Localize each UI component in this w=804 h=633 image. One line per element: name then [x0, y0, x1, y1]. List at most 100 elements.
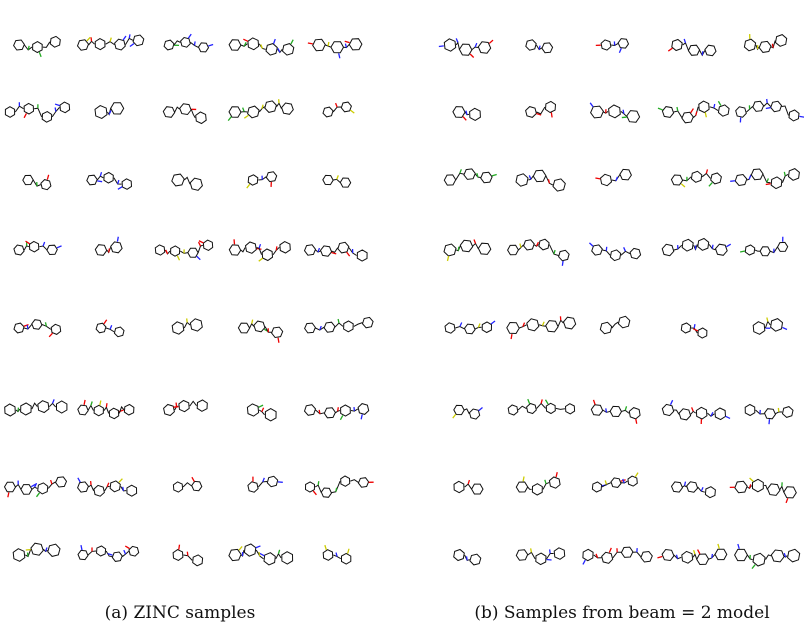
ring — [155, 245, 164, 255]
figure: (a) ZINC samples (b) Samples from beam =… — [0, 0, 804, 633]
bond — [43, 42, 50, 48]
bond — [612, 322, 618, 328]
substituent — [718, 101, 721, 105]
molecule — [744, 34, 786, 52]
ring — [641, 552, 652, 563]
bond — [556, 408, 565, 409]
bond — [88, 551, 96, 555]
ring — [662, 404, 673, 415]
ring — [771, 550, 784, 562]
ring — [246, 242, 257, 253]
atom-bond — [706, 169, 707, 173]
ring — [14, 40, 25, 50]
ring — [51, 324, 61, 334]
atom-bond — [539, 46, 540, 50]
ring — [323, 175, 333, 184]
substituent — [119, 479, 122, 483]
molecule — [590, 103, 639, 122]
ring — [554, 548, 565, 560]
atom-bond — [541, 399, 542, 403]
bond — [32, 487, 37, 489]
substituent — [97, 181, 102, 182]
ring — [539, 239, 549, 250]
ring — [566, 404, 575, 414]
substituent — [84, 400, 85, 405]
ring — [744, 39, 755, 51]
ring — [47, 245, 57, 254]
atom-bond — [243, 108, 245, 112]
atom-bond — [338, 407, 339, 411]
substituent — [492, 175, 497, 176]
bond — [766, 555, 772, 560]
ring — [751, 169, 763, 180]
bond — [518, 406, 526, 410]
ring — [122, 179, 131, 190]
atom-bond — [458, 247, 459, 251]
ring — [229, 549, 241, 560]
ring — [60, 102, 70, 113]
ring — [247, 404, 258, 416]
atom-bond — [625, 406, 626, 410]
bond — [332, 248, 338, 253]
ring — [56, 477, 67, 487]
molecule — [14, 320, 61, 337]
ring — [788, 549, 800, 562]
ring — [282, 552, 293, 564]
atom-bond — [109, 248, 110, 252]
molecule — [78, 34, 144, 50]
ring — [444, 39, 455, 51]
atom-bond — [336, 488, 337, 492]
ring — [32, 320, 42, 330]
ring — [172, 322, 184, 334]
substituent — [619, 48, 621, 53]
atom-bond — [100, 172, 101, 176]
substituent — [782, 327, 787, 329]
bond — [683, 43, 689, 50]
ring — [542, 43, 553, 53]
substituent — [551, 112, 552, 117]
bond — [276, 554, 281, 559]
ring — [630, 248, 641, 258]
ring — [264, 553, 275, 565]
ring — [181, 38, 191, 48]
atom-bond — [701, 487, 703, 491]
molecule — [600, 316, 630, 333]
ring — [265, 409, 276, 421]
bond — [473, 244, 479, 249]
ring — [94, 405, 103, 416]
ring — [21, 403, 32, 415]
substituent — [671, 400, 673, 405]
ring — [349, 39, 362, 50]
bond — [32, 403, 37, 409]
ring — [229, 107, 241, 117]
molecule — [595, 169, 631, 185]
atom-bond — [328, 42, 329, 46]
ring — [771, 319, 783, 332]
molecule — [672, 482, 716, 498]
molecule — [745, 405, 793, 425]
bond — [191, 109, 195, 118]
molecule — [163, 104, 206, 124]
ring — [38, 401, 49, 413]
molecule — [5, 477, 67, 497]
atom-bond — [276, 246, 277, 250]
ring — [324, 408, 335, 418]
ring — [272, 327, 283, 337]
bond — [537, 403, 546, 408]
ring — [536, 553, 546, 565]
molecule — [740, 237, 788, 256]
substituent — [479, 408, 483, 411]
ring — [789, 169, 800, 181]
atom-bond — [536, 242, 538, 246]
ring — [549, 477, 560, 488]
ring — [526, 40, 536, 50]
ring — [31, 543, 43, 555]
ring — [735, 175, 747, 186]
ring — [454, 481, 464, 492]
substituent — [752, 565, 755, 569]
ring — [524, 240, 535, 250]
ring — [48, 544, 60, 556]
ring — [266, 172, 276, 182]
bond — [39, 246, 46, 250]
substituent — [260, 553, 264, 555]
